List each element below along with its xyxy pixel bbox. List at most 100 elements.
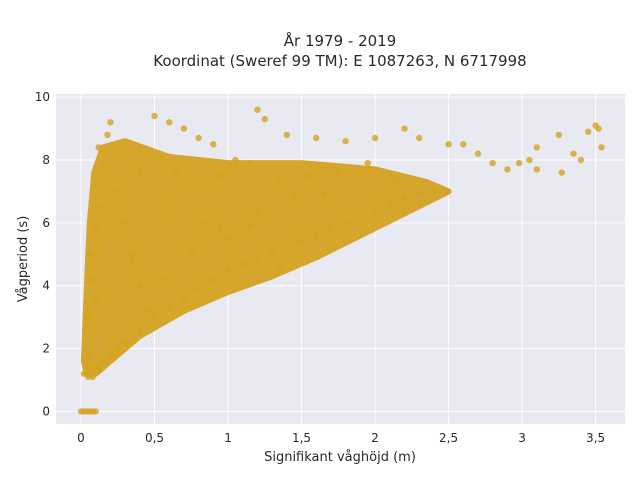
- data-point: [107, 119, 114, 126]
- data-point: [261, 115, 268, 123]
- data-point: [246, 222, 254, 230]
- data-point-cloud: [80, 138, 452, 377]
- data-point: [526, 156, 533, 164]
- data-point: [210, 276, 217, 283]
- data-point: [95, 203, 102, 211]
- data-point: [291, 194, 298, 201]
- data-point: [254, 210, 261, 217]
- data-point: [305, 172, 313, 179]
- data-point: [224, 266, 232, 274]
- data-point: [210, 141, 217, 148]
- data-point: [166, 119, 173, 126]
- data-point: [136, 329, 143, 337]
- data-point: [121, 339, 129, 346]
- data-point: [364, 159, 371, 167]
- x-tick-label: 0,5: [145, 431, 164, 445]
- data-point: [180, 125, 188, 132]
- y-tick-label: 0: [42, 404, 50, 418]
- data-point: [224, 235, 232, 242]
- x-tick-label: 0: [77, 431, 85, 445]
- data-point: [99, 357, 107, 365]
- data-point: [92, 225, 99, 233]
- x-tick-label: 1,5: [292, 431, 311, 445]
- data-point: [136, 169, 143, 176]
- data-point: [92, 408, 99, 415]
- data-point: [276, 178, 283, 186]
- data-point: [92, 298, 99, 305]
- data-point: [92, 181, 99, 189]
- data-point: [320, 191, 327, 198]
- data-point: [342, 137, 349, 145]
- x-tick-label: 3: [518, 431, 526, 445]
- data-point: [371, 207, 379, 214]
- data-point: [246, 159, 254, 167]
- data-point: [136, 282, 143, 289]
- data-point: [558, 169, 565, 176]
- data-point: [99, 163, 107, 170]
- data-point: [173, 169, 180, 176]
- x-axis-ticks: 0 0,5 1 1,5 2 2,5 3 3,5: [77, 431, 605, 445]
- data-point: [416, 134, 423, 142]
- data-point: [195, 285, 202, 293]
- data-point: [254, 106, 261, 113]
- data-point: [80, 370, 88, 377]
- y-axis-ticks: 0 2 4 6 8 10: [35, 90, 50, 418]
- data-point: [89, 373, 97, 381]
- data-point: [577, 156, 585, 164]
- data-point: [357, 213, 364, 220]
- y-axis-label: Vågperiod (s): [16, 216, 31, 303]
- data-point: [85, 373, 92, 381]
- data-point: [598, 144, 605, 151]
- data-point: [585, 128, 592, 135]
- data-point: [144, 307, 151, 315]
- data-point: [217, 225, 224, 233]
- x-tick-label: 2: [371, 431, 379, 445]
- data-point: [217, 172, 224, 179]
- data-point: [327, 225, 335, 233]
- data-point: [313, 134, 320, 142]
- data-point: [188, 247, 195, 255]
- data-point: [416, 191, 423, 198]
- x-axis-label: Signifikant våghöjd (m): [264, 450, 416, 465]
- data-point: [158, 156, 166, 164]
- data-point: [89, 276, 97, 283]
- data-point: [82, 361, 89, 368]
- data-point: [95, 367, 102, 374]
- data-point: [504, 166, 511, 173]
- data-point: [298, 238, 305, 245]
- data-point: [283, 131, 290, 139]
- data-point: [107, 351, 114, 359]
- data-point: [342, 219, 349, 227]
- data-point: [474, 150, 482, 157]
- x-tick-label: 3,5: [586, 431, 605, 445]
- data-points: [77, 106, 605, 415]
- chart-title-line2: Koordinat (Sweref 99 TM): E 1087263, N 6…: [153, 52, 526, 70]
- x-tick-label: 1: [224, 431, 232, 445]
- dense-point-region: [80, 138, 452, 377]
- data-point: [335, 169, 342, 176]
- data-point: [276, 263, 283, 271]
- data-point: [188, 181, 195, 189]
- data-point: [570, 150, 577, 157]
- y-tick-label: 4: [42, 279, 50, 293]
- data-point: [151, 112, 158, 120]
- data-point: [386, 200, 393, 208]
- data-point: [595, 125, 602, 132]
- data-point: [430, 188, 438, 195]
- data-point: [86, 351, 94, 359]
- data-point: [86, 251, 94, 258]
- y-tick-label: 6: [42, 216, 50, 230]
- data-point: [151, 313, 158, 321]
- data-point: [114, 188, 122, 195]
- data-point: [95, 144, 102, 151]
- data-point: [166, 203, 173, 211]
- data-point: [195, 134, 202, 142]
- data-point: [239, 260, 246, 267]
- x-tick-label: 2,5: [439, 431, 458, 445]
- data-point: [121, 219, 129, 227]
- data-point: [371, 134, 379, 142]
- data-point: [202, 219, 210, 227]
- data-point: [158, 276, 166, 283]
- data-point: [533, 166, 540, 173]
